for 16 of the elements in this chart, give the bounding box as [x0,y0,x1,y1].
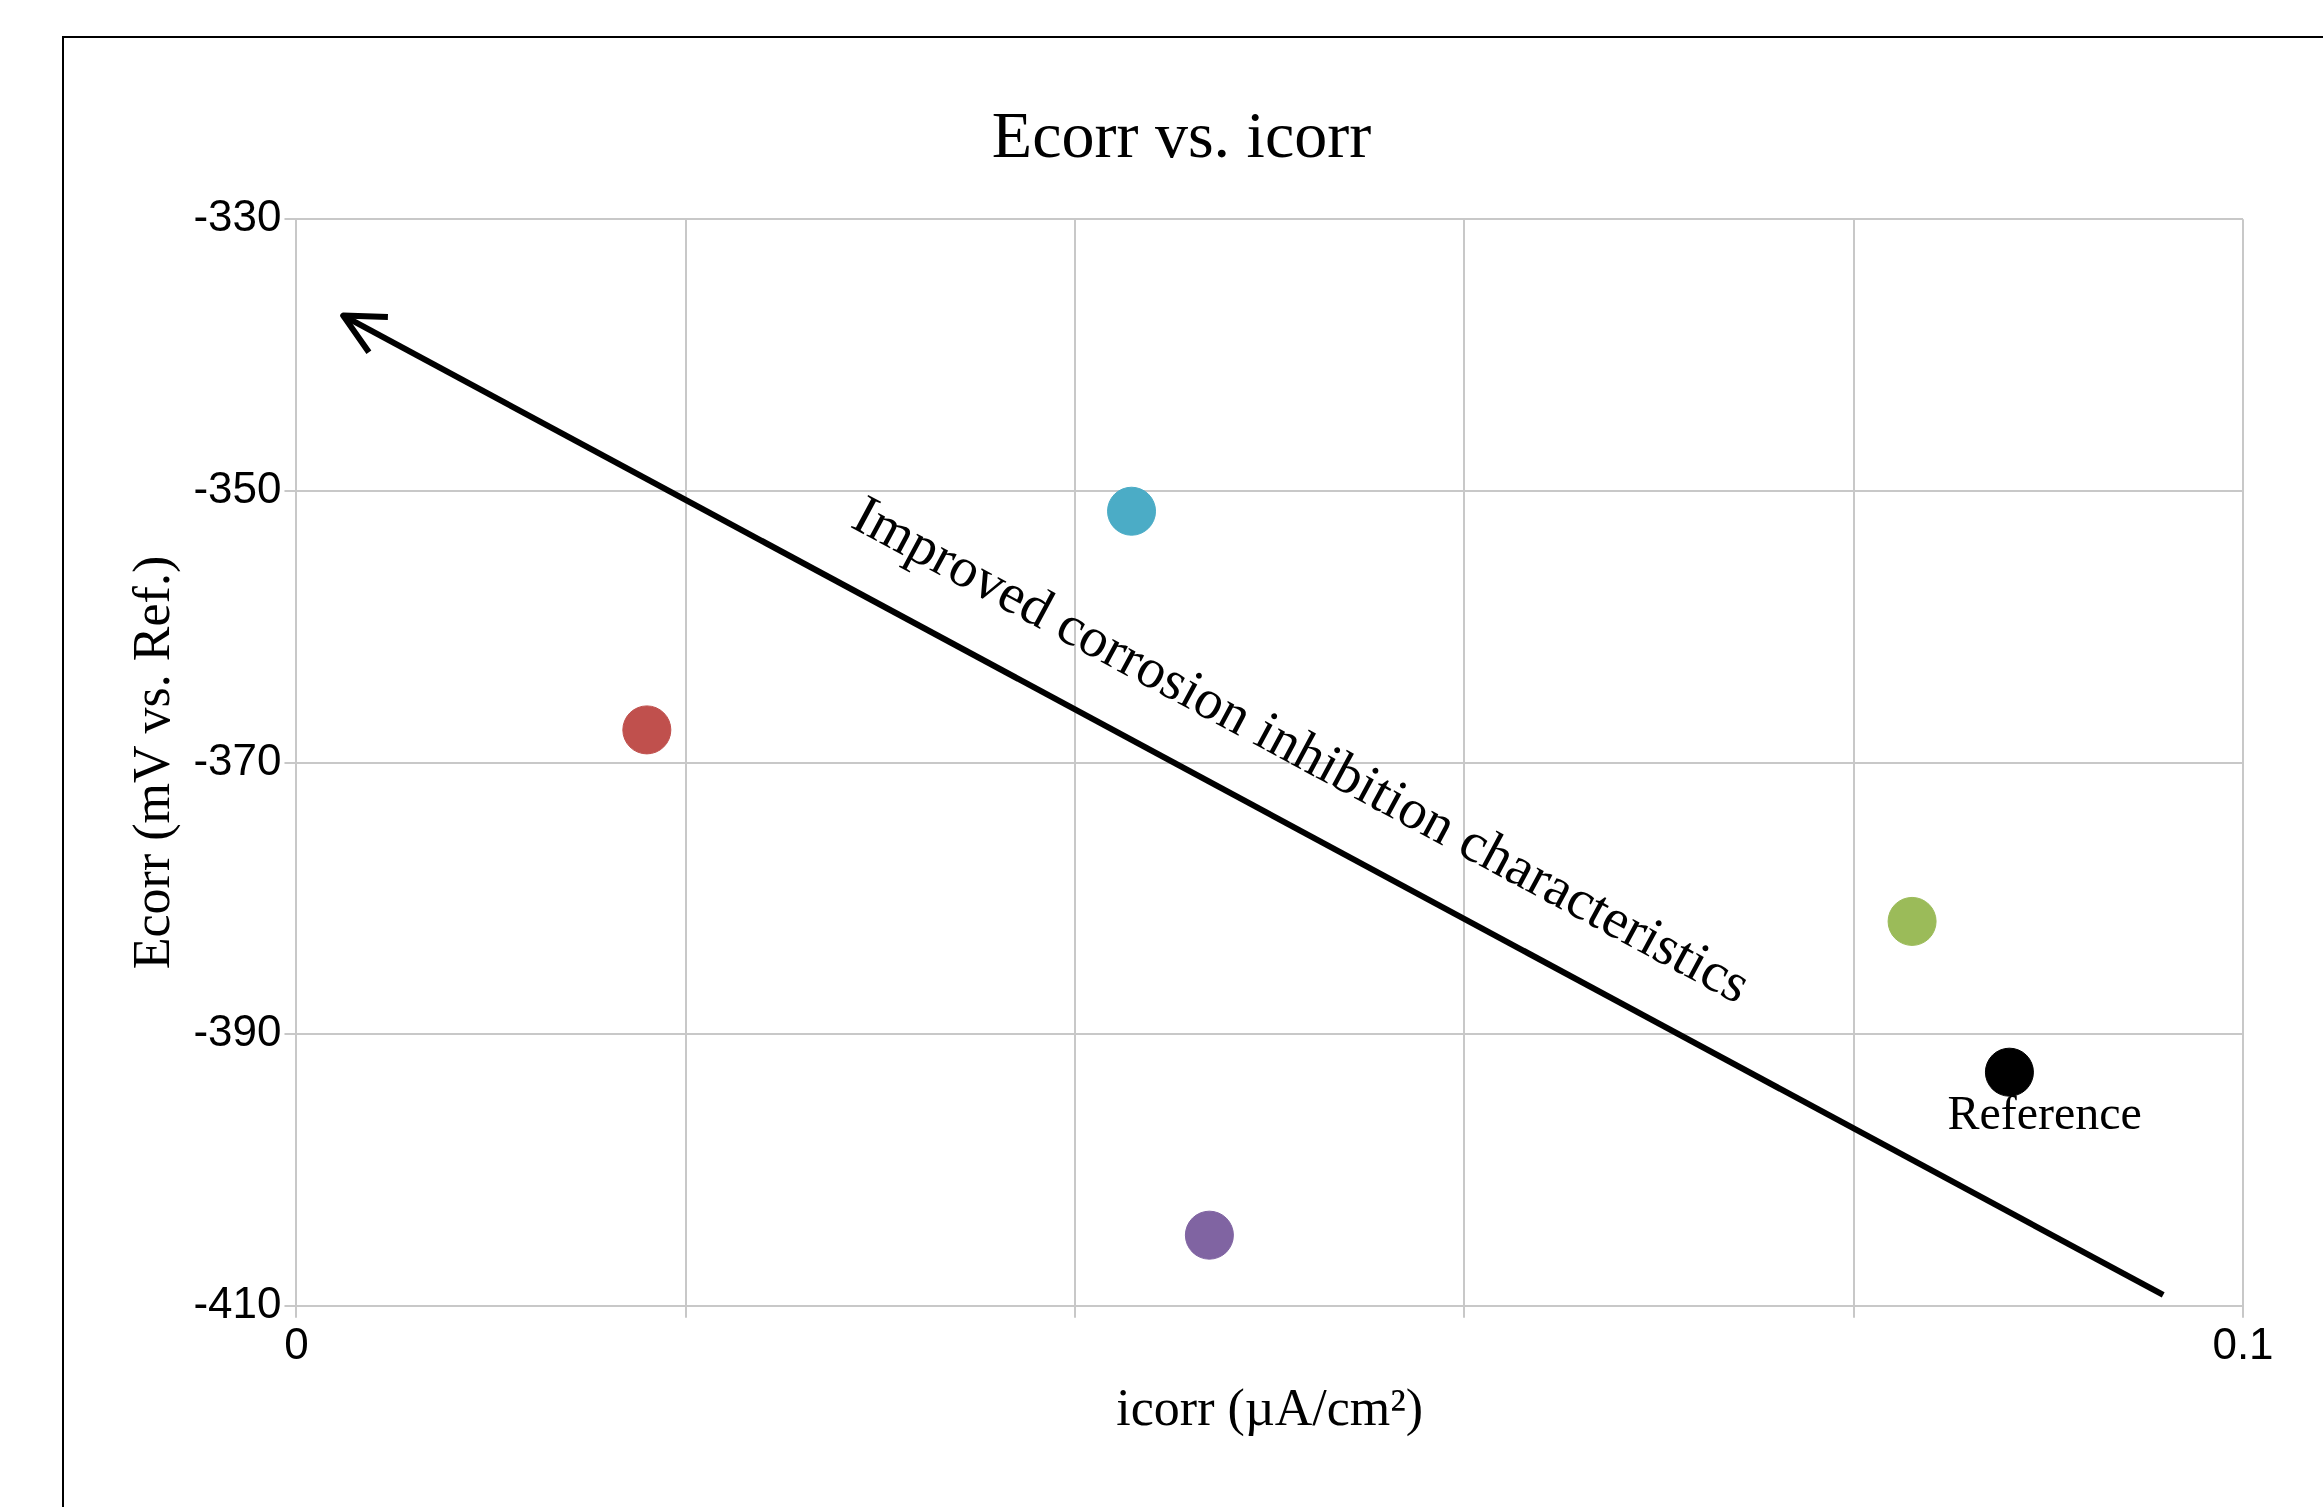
x-tick-label: 0.1 [2212,1319,2274,1369]
annotation: Reference [1947,1085,2142,1139]
y-tick-label: -330 [193,191,282,241]
y-tick-label: -370 [193,734,282,784]
y-axis-title: Ecorr (mV vs. Ref.) [122,555,181,970]
point [1184,1210,1234,1260]
y-tick-label: -410 [193,1277,282,1327]
point [1984,1047,2034,1097]
y-tick-label: -350 [193,462,282,512]
x-tick-label: 0 [284,1319,309,1369]
y-tick-label: -390 [193,1006,282,1056]
point [1887,896,1937,946]
chart-title: Ecorr vs. icorr [991,97,1372,171]
point [1107,486,1157,536]
x-axis-title: icorr (µA/cm²) [1116,1379,1424,1438]
point [622,705,672,755]
